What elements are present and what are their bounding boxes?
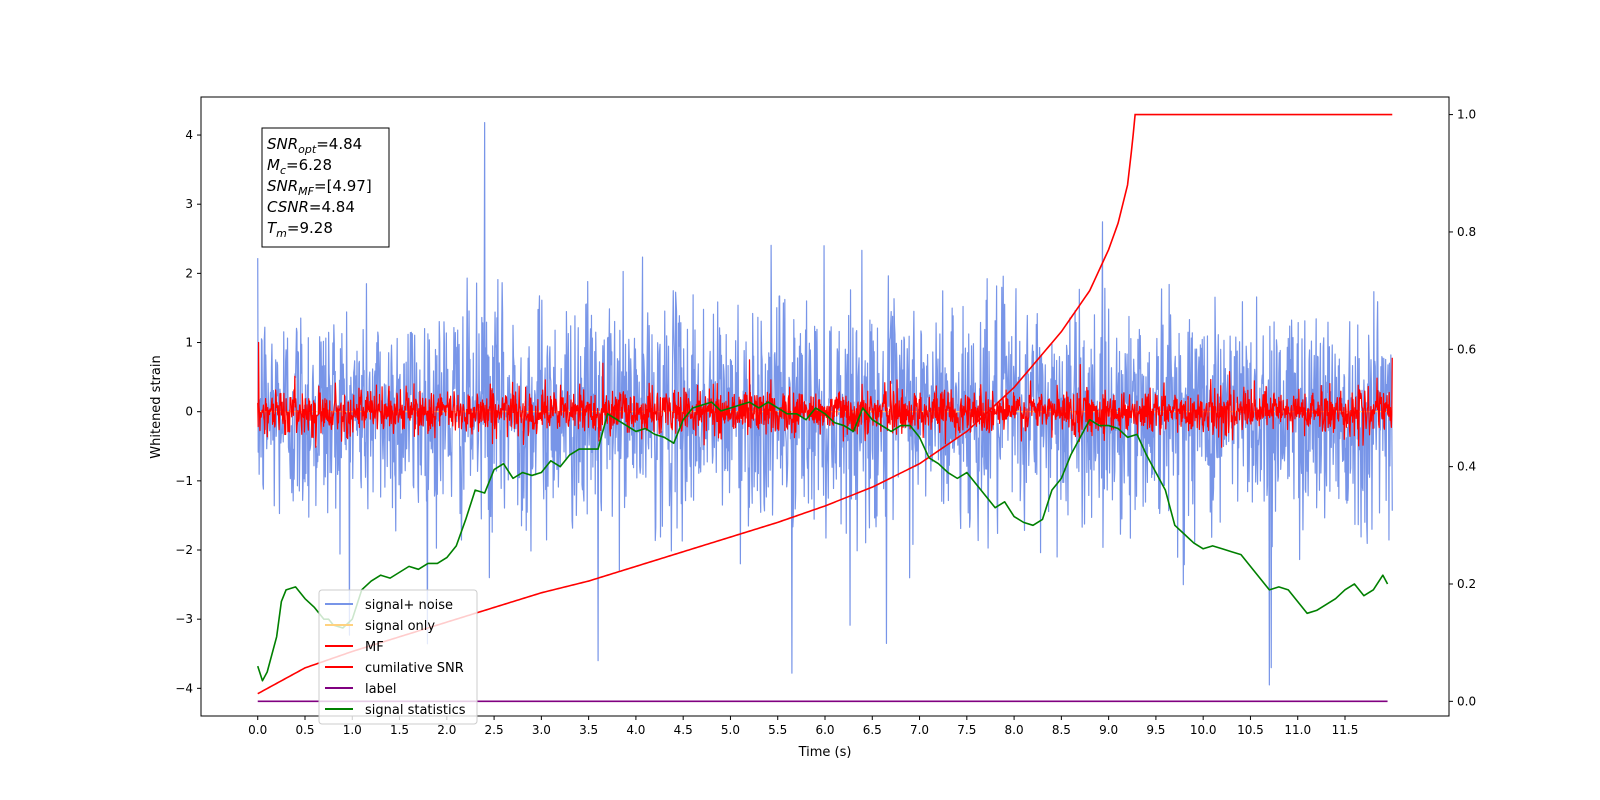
x-tick-label: 9.5: [1146, 723, 1165, 737]
y-tick-label: 1: [185, 336, 193, 350]
annotation-frame: [261, 127, 390, 248]
y2-tick-label: 0.8: [1457, 225, 1476, 239]
x-tick-label: 4.0: [626, 723, 645, 737]
x-tick-label: 6.5: [863, 723, 882, 737]
legend-frame: [318, 589, 478, 725]
annotation-symbol: CSNR: [267, 198, 309, 216]
annotation-line: SNRopt=4.84: [267, 135, 362, 156]
x-tick-label: 7.0: [910, 723, 929, 737]
annotation-line: Mc=6.28: [267, 156, 332, 177]
annotation-subscript: c: [280, 164, 286, 177]
x-tick-label: 1.0: [343, 723, 362, 737]
y-tick-label: −1: [175, 474, 193, 488]
x-tick-label: 10.5: [1237, 723, 1264, 737]
x-tick-label: 9.0: [1099, 723, 1118, 737]
x-tick-label: 8.0: [1005, 723, 1024, 737]
x-tick-label: 0.0: [248, 723, 267, 737]
y-tick-label: 0: [185, 405, 193, 419]
annotation-subscript: m: [276, 227, 287, 240]
legend-label: signal only: [365, 619, 435, 634]
series-mf-line: [257, 341, 1393, 448]
annotation-line: CSNR=4.84: [267, 198, 355, 216]
x-tick-label: 3.5: [579, 723, 598, 737]
legend: signal+ noise signal only MF cumilative SNR…: [318, 589, 478, 725]
annotation-subscript: opt: [298, 143, 317, 156]
annotation-value: =6.28: [286, 156, 332, 174]
annotation-value: =4.84: [309, 198, 355, 216]
annotation-line: Tm=9.28: [267, 219, 333, 240]
x-tick-label: 5.0: [721, 723, 740, 737]
x-tick-label: 11.0: [1284, 723, 1311, 737]
legend-label: MF: [365, 640, 384, 655]
x-tick-label: 1.5: [390, 723, 409, 737]
legend-label: label: [365, 682, 396, 697]
x-tick-label: 6.0: [815, 723, 834, 737]
x-axis-label: Time (s): [798, 745, 852, 760]
x-axis: 0.0 0.5 1.0 1.5 2.0 2.5 3.0 3.5 4.0 4.5 5.0 5.5 6.0 6…: [248, 716, 1358, 737]
annotation-box: SNRopt=4.84Mc=6.28SNRMF=[4.97]CSNR=4.84T…: [261, 127, 390, 248]
y-axis: −4 −3 −2 −1 0 1 2 3 4: [175, 128, 201, 695]
legend-label: cumilative SNR: [365, 661, 464, 676]
annotation-subscript: MF: [298, 185, 314, 198]
x-tick-label: 7.5: [957, 723, 976, 737]
x-tick-label: 0.5: [295, 723, 314, 737]
x-tick-label: 4.5: [674, 723, 693, 737]
y2-tick-label: 0.0: [1457, 694, 1476, 708]
y-tick-label: −2: [175, 543, 193, 557]
y2-tick-label: 1.0: [1457, 108, 1476, 122]
y-tick-label: 4: [185, 128, 193, 142]
y2-tick-label: 0.4: [1457, 460, 1476, 474]
x-tick-label: 2.0: [437, 723, 456, 737]
y-axis-label: Whitened strain: [149, 355, 164, 458]
y-tick-label: −4: [175, 681, 193, 695]
annotation-symbol: SNR: [267, 177, 298, 195]
y-tick-label: 3: [185, 197, 193, 211]
y2-tick-label: 0.2: [1457, 577, 1476, 591]
x-tick-label: 11.5: [1332, 723, 1359, 737]
annotation-value: =9.28: [287, 219, 333, 237]
annotation-symbol: M: [267, 156, 280, 174]
annotation-symbol: T: [267, 219, 278, 237]
y-tick-label: 2: [185, 266, 193, 280]
x-tick-label: 2.5: [485, 723, 504, 737]
annotation-symbol: SNR: [267, 135, 298, 153]
annotation-value: =[4.97]: [314, 177, 372, 195]
x-tick-label: 8.5: [1052, 723, 1071, 737]
annotation-value: =4.84: [316, 135, 362, 153]
x-tick-label: 5.5: [768, 723, 787, 737]
legend-label: signal+ noise: [365, 598, 453, 613]
y2-tick-label: 0.6: [1457, 342, 1476, 356]
x-tick-label: 10.0: [1190, 723, 1217, 737]
legend-label: signal statistics: [365, 703, 466, 718]
annotation-line: SNRMF=[4.97]: [267, 177, 372, 198]
y-tick-label: −3: [175, 612, 193, 626]
x-tick-label: 3.0: [532, 723, 551, 737]
series-signal-statistics-line: [256, 401, 1389, 682]
y2-axis: 0.0 0.2 0.4 0.6 0.8 1.0: [1449, 108, 1476, 708]
